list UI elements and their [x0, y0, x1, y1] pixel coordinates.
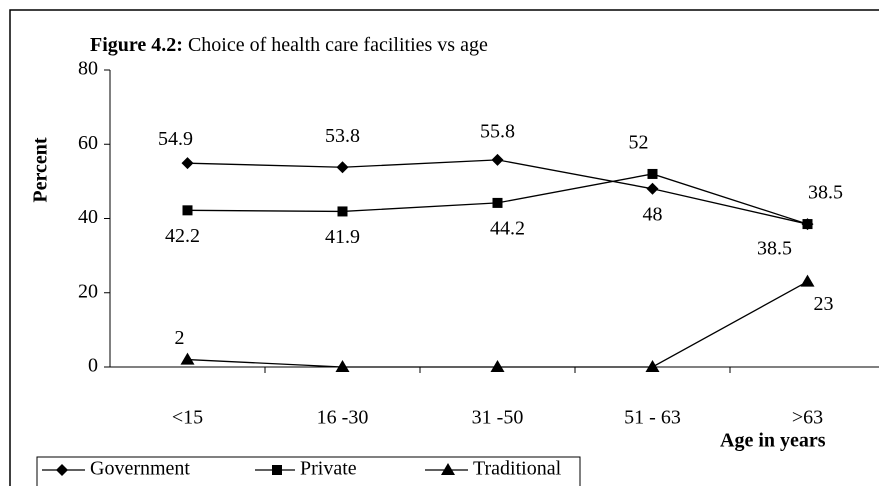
- data-label: 53.8: [325, 125, 360, 147]
- data-label: 48: [643, 203, 663, 225]
- marker-diamond: [181, 157, 194, 170]
- legend-label: Traditional: [473, 458, 562, 480]
- marker-triangle: [645, 360, 660, 372]
- x-tick-label: 16 -30: [317, 407, 369, 429]
- marker-diamond: [491, 153, 504, 166]
- legend-marker: [272, 465, 282, 475]
- y-axis-label: Percent: [30, 137, 52, 202]
- marker-square: [182, 205, 193, 216]
- marker-triangle: [335, 360, 350, 372]
- y-tick-label: 40: [78, 206, 98, 228]
- data-label: 55.8: [480, 120, 515, 142]
- y-tick-label: 20: [78, 280, 98, 302]
- chart-frame: [9, 9, 879, 486]
- data-label: 44.2: [490, 218, 525, 240]
- marker-square: [337, 206, 348, 217]
- marker-triangle: [490, 360, 505, 372]
- x-tick-label: <15: [172, 407, 203, 429]
- x-tick-label: >63: [792, 407, 823, 429]
- legend-marker: [441, 463, 455, 475]
- data-label: 38.5: [808, 182, 843, 204]
- data-label: 38.5: [757, 238, 792, 260]
- chart-title: Figure 4.2: Choice of health care facili…: [90, 34, 488, 56]
- title-text: Choice of health care facilities vs age: [188, 34, 488, 56]
- data-label: 2: [175, 327, 185, 349]
- legend-label: Government: [90, 458, 190, 480]
- legend-box: [36, 456, 581, 486]
- legend-label: Private: [300, 458, 357, 480]
- data-label: 41.9: [325, 226, 360, 248]
- marker-square: [647, 168, 658, 179]
- data-label: 52: [629, 132, 649, 154]
- marker-triangle: [180, 352, 195, 365]
- x-tick-label: 31 -50: [472, 407, 524, 429]
- x-axis-label: Age in years: [720, 430, 826, 452]
- legend-marker: [56, 464, 68, 476]
- data-label: 23: [814, 293, 834, 315]
- data-label: 54.9: [158, 128, 193, 150]
- y-tick-label: 60: [78, 132, 98, 154]
- marker-diamond: [336, 161, 349, 174]
- figure-label: Figure 4.2:: [90, 34, 183, 56]
- marker-triangle: [800, 274, 815, 287]
- marker-square: [492, 197, 503, 208]
- y-tick-label: 0: [88, 355, 98, 377]
- y-tick-label: 80: [78, 58, 98, 80]
- marker-diamond: [646, 182, 659, 195]
- data-label: 42.2: [165, 225, 200, 247]
- marker-square: [802, 219, 813, 230]
- x-tick-label: 51 - 63: [624, 407, 681, 429]
